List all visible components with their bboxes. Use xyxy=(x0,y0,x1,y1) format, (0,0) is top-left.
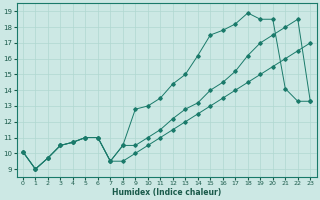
X-axis label: Humidex (Indice chaleur): Humidex (Indice chaleur) xyxy=(112,188,221,197)
